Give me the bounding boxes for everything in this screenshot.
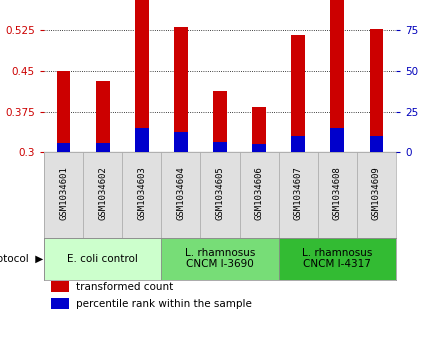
Bar [291,136,305,152]
Bar [51,298,69,309]
Text: GSM1034601: GSM1034601 [59,167,68,220]
Text: GSM1034604: GSM1034604 [176,167,185,220]
Text: percentile rank within the sample: percentile rank within the sample [76,299,252,309]
Text: GSM1034603: GSM1034603 [137,167,146,220]
Bar [161,152,201,238]
Bar [51,281,69,292]
Bar [161,238,279,280]
Bar [252,144,266,152]
Bar [44,152,83,238]
Bar [318,152,357,238]
Bar [135,128,149,152]
Bar [122,152,161,238]
Bar [135,0,149,152]
Text: GSM1034608: GSM1034608 [333,167,342,220]
Text: protocol  ▶: protocol ▶ [0,254,43,264]
Bar [44,238,161,280]
Bar [357,152,396,238]
Bar [201,152,239,238]
Bar [279,238,396,280]
Bar [330,128,344,152]
Text: GSM1034609: GSM1034609 [372,167,381,220]
Bar [370,136,383,152]
Bar [83,152,122,238]
Text: L. rhamnosus
CNCM I-4317: L. rhamnosus CNCM I-4317 [302,248,373,269]
Bar [96,81,110,152]
Bar [57,71,70,152]
Bar [330,0,344,152]
Text: GSM1034607: GSM1034607 [294,167,303,220]
Bar [57,143,70,152]
Text: GSM1034602: GSM1034602 [98,167,107,220]
Bar [370,29,383,152]
Bar [252,107,266,152]
Text: L. rhamnosus
CNCM I-3690: L. rhamnosus CNCM I-3690 [185,248,255,269]
Text: GSM1034605: GSM1034605 [216,167,224,220]
Bar [96,143,110,152]
Bar [174,132,188,152]
Bar [279,152,318,238]
Bar [213,91,227,152]
Text: transformed count: transformed count [76,282,173,293]
Bar [239,152,279,238]
Bar [291,35,305,152]
Bar [174,27,188,152]
Text: GSM1034606: GSM1034606 [255,167,264,220]
Bar [213,142,227,152]
Text: E. coli control: E. coli control [67,254,138,264]
